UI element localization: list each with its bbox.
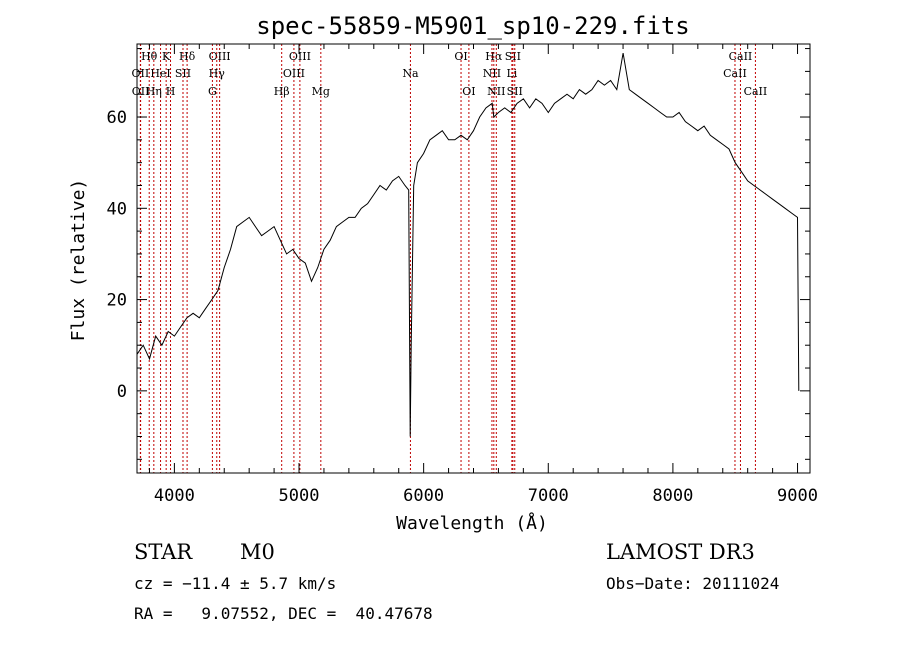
y-axis-label: Flux (relative) — [68, 179, 89, 342]
survey-name: LAMOST DR3 — [606, 540, 755, 564]
line-id-label-16: Na — [402, 67, 419, 80]
line-id-label-18: OI — [462, 85, 475, 98]
line-id-label-0: Hθ — [141, 50, 158, 63]
y-axis-ticks: 0 20 40 60 — [107, 48, 810, 460]
x-tick-label: 6000 — [403, 486, 444, 506]
line-id-label-10: Hγ — [209, 67, 226, 80]
x-tick-label: 8000 — [652, 486, 693, 506]
line-id-label-14: Hβ — [274, 85, 290, 98]
line-id-label-8: H — [166, 85, 176, 98]
line-id-label-19: Hα — [485, 50, 503, 63]
line-id-label-20: SII — [505, 50, 521, 63]
line-id-label-15: Mg — [312, 85, 330, 98]
y-tick-label: 20 — [107, 291, 127, 311]
redshift-velocity: cz = −11.4 ± 5.7 km/s — [134, 574, 336, 593]
line-id-label-5: Hη — [146, 85, 162, 98]
line-id-label-2: OII — [132, 85, 150, 98]
spectrum-line — [136, 53, 800, 437]
x-tick-label: 7000 — [528, 486, 569, 506]
x-tick-label: 5000 — [279, 486, 320, 506]
line-id-label-26: CaII — [723, 67, 747, 80]
y-tick-label: 0 — [117, 382, 127, 402]
line-id-label-11: G — [208, 85, 217, 98]
y-tick-label: 40 — [107, 199, 127, 219]
line-id-label-7: SII — [175, 67, 191, 80]
x-axis-label: Wavelength (Å) — [396, 512, 548, 534]
line-id-label-9: OIII — [209, 50, 231, 63]
line-id-label-24: SII — [507, 85, 523, 98]
line-id-label-25: CaII — [729, 50, 753, 63]
line-id-label-27: CaII — [744, 85, 768, 98]
plot-frame — [136, 43, 811, 474]
x-tick-label: 9000 — [777, 486, 818, 506]
x-axis-ticks: 4000 5000 6000 7000 8000 9000 — [148, 44, 818, 506]
x-tick-label: 4000 — [154, 486, 195, 506]
line-id-label-4: HeI — [150, 67, 170, 80]
coordinates: RA = 9.07552, DEC = 40.47678 — [134, 604, 433, 623]
line-id-label-13: OIII — [283, 67, 305, 80]
observation-date: Obs−Date: 20111024 — [606, 574, 779, 593]
object-subclass: M0 — [240, 540, 275, 564]
line-id-label-3: K — [162, 50, 171, 63]
line-id-label-21: NII — [483, 67, 501, 80]
line-id-label-12: OIII — [289, 50, 311, 63]
line-id-label-6: Hδ — [179, 50, 196, 63]
line-id-label-23: NII — [487, 85, 505, 98]
line-id-label-17: OI — [454, 50, 467, 63]
object-class: STAR — [134, 540, 193, 564]
line-id-label-22: Li — [506, 67, 517, 80]
y-tick-label: 60 — [107, 108, 127, 128]
chart-title: spec-55859-M5901_sp10-229.fits — [256, 12, 689, 40]
